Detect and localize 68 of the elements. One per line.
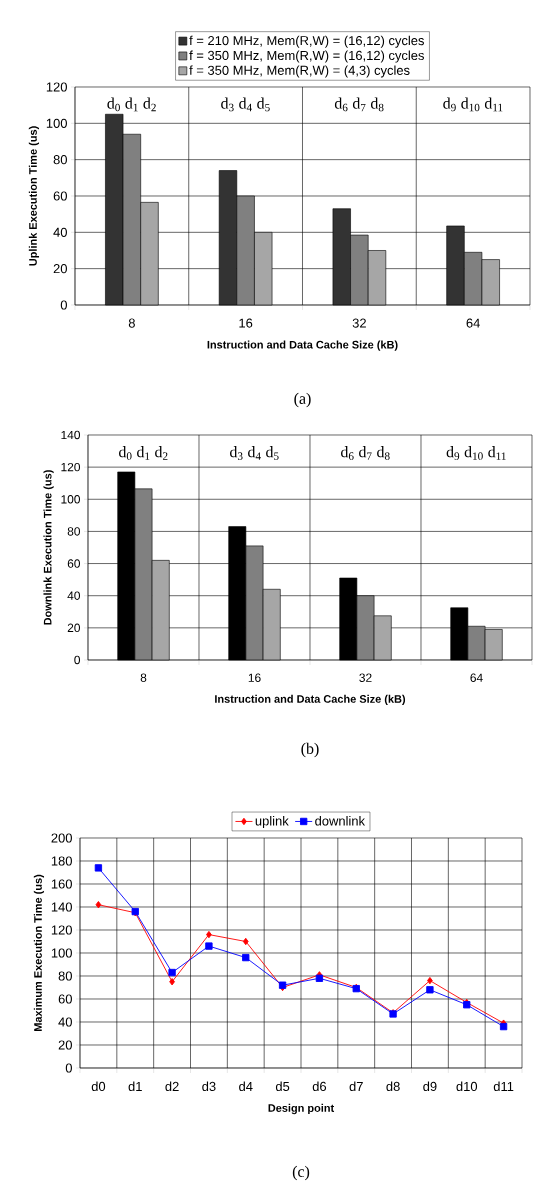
y-tick-label: 180 [51,856,72,866]
x-axis-title: Instruction and Data Cache Size (kB) [207,340,398,351]
x-tick-label: 64 [470,673,483,682]
annotation: d$_{9}$ d$_{10}$ d$_{11}$ [446,446,506,460]
y-tick-label: 120 [61,462,81,472]
legend-label: uplink [255,816,289,829]
y-tick-label: 120 [46,82,67,92]
x-tick-label: d6 [312,1081,327,1092]
annotation: d$_{3}$ d$_{4}$ d$_{5}$ [230,446,279,460]
annotation: d$_{6}$ d$_{7}$ d$_{8}$ [334,97,384,112]
x-tick-label: d2 [165,1081,179,1092]
x-tick-label: 32 [352,318,366,328]
y-tick-label: 20 [53,264,67,274]
y-tick-label: 80 [58,971,72,981]
y-tick-label: 60 [67,559,81,568]
y-tick-label: 0 [65,1063,72,1073]
y-tick-label: 40 [53,227,67,237]
legend-label: f = 350 MHz, Mem(R,W) = (4,3) cycles [189,65,410,78]
y-axis-title: Uplink Execution Time (us) [28,126,40,266]
x-tick-label: d3 [202,1081,216,1092]
x-tick-label: 8 [140,673,147,682]
annotation: d$_{9}$ d$_{10}$ d$_{11}$ [443,97,503,112]
x-tick-label: 32 [359,673,372,682]
legend-label: f = 210 MHz, Mem(R,W) = (16,12) cycles [189,35,424,48]
y-tick-label: 140 [51,902,72,912]
y-tick-label: 120 [51,925,72,935]
x-tick-label: d1 [128,1081,142,1092]
x-tick-label: 8 [128,318,135,328]
x-tick-label: d8 [386,1081,400,1092]
x-tick-label: d5 [275,1081,290,1092]
x-tick-label: d4 [239,1081,253,1092]
x-tick-label: d9 [423,1081,437,1092]
annotation: d$_{3}$ d$_{4}$ d$_{5}$ [221,97,270,112]
y-tick-label: 100 [61,495,81,504]
y-tick-label: 100 [46,118,67,128]
y-tick-label: 20 [67,623,81,633]
x-tick-label: d10 [456,1081,478,1092]
x-tick-label: 64 [466,318,480,328]
x-tick-label: d0 [91,1081,106,1092]
x-axis-title: Instruction and Data Cache Size (kB) [215,694,406,706]
text: (a) [294,392,311,408]
y-tick-label: 100 [51,948,72,958]
x-tick-label: d7 [349,1081,363,1092]
legend-label: f = 350 MHz, Mem(R,W) = (16,12) cycles [189,50,424,63]
x-tick-label: d11 [493,1081,514,1092]
y-tick-label: 40 [58,1017,72,1027]
y-axis-title: Maximum Execution Time (us) [33,874,45,1032]
y-tick-label: 200 [51,833,72,843]
y-tick-label: 160 [51,879,72,889]
x-axis-title: Design point [268,1103,335,1115]
annotation: d$_{0}$ d$_{1}$ d$_{2}$ [119,446,168,460]
y-tick-label: 60 [58,994,72,1004]
text: (b) [301,742,319,758]
y-tick-label: 60 [53,191,67,201]
y-tick-label: 80 [53,155,67,165]
annotation: d$_{6}$ d$_{7}$ d$_{8}$ [341,446,390,460]
y-tick-label: 20 [58,1040,72,1050]
y-axis-title: Downlink Execution Time (us) [43,470,54,625]
y-tick-label: 0 [60,300,67,310]
annotation: d$_{0}$ d$_{1}$ d$_{2}$ [107,97,156,112]
y-tick-label: 140 [61,430,81,440]
legend-label: downlink [315,816,366,826]
y-tick-label: 40 [67,591,81,600]
x-tick-label: 16 [239,318,253,328]
y-tick-label: 0 [74,655,81,665]
y-tick-label: 80 [67,527,81,536]
text: (c) [292,1165,310,1181]
x-tick-label: 16 [248,673,261,682]
